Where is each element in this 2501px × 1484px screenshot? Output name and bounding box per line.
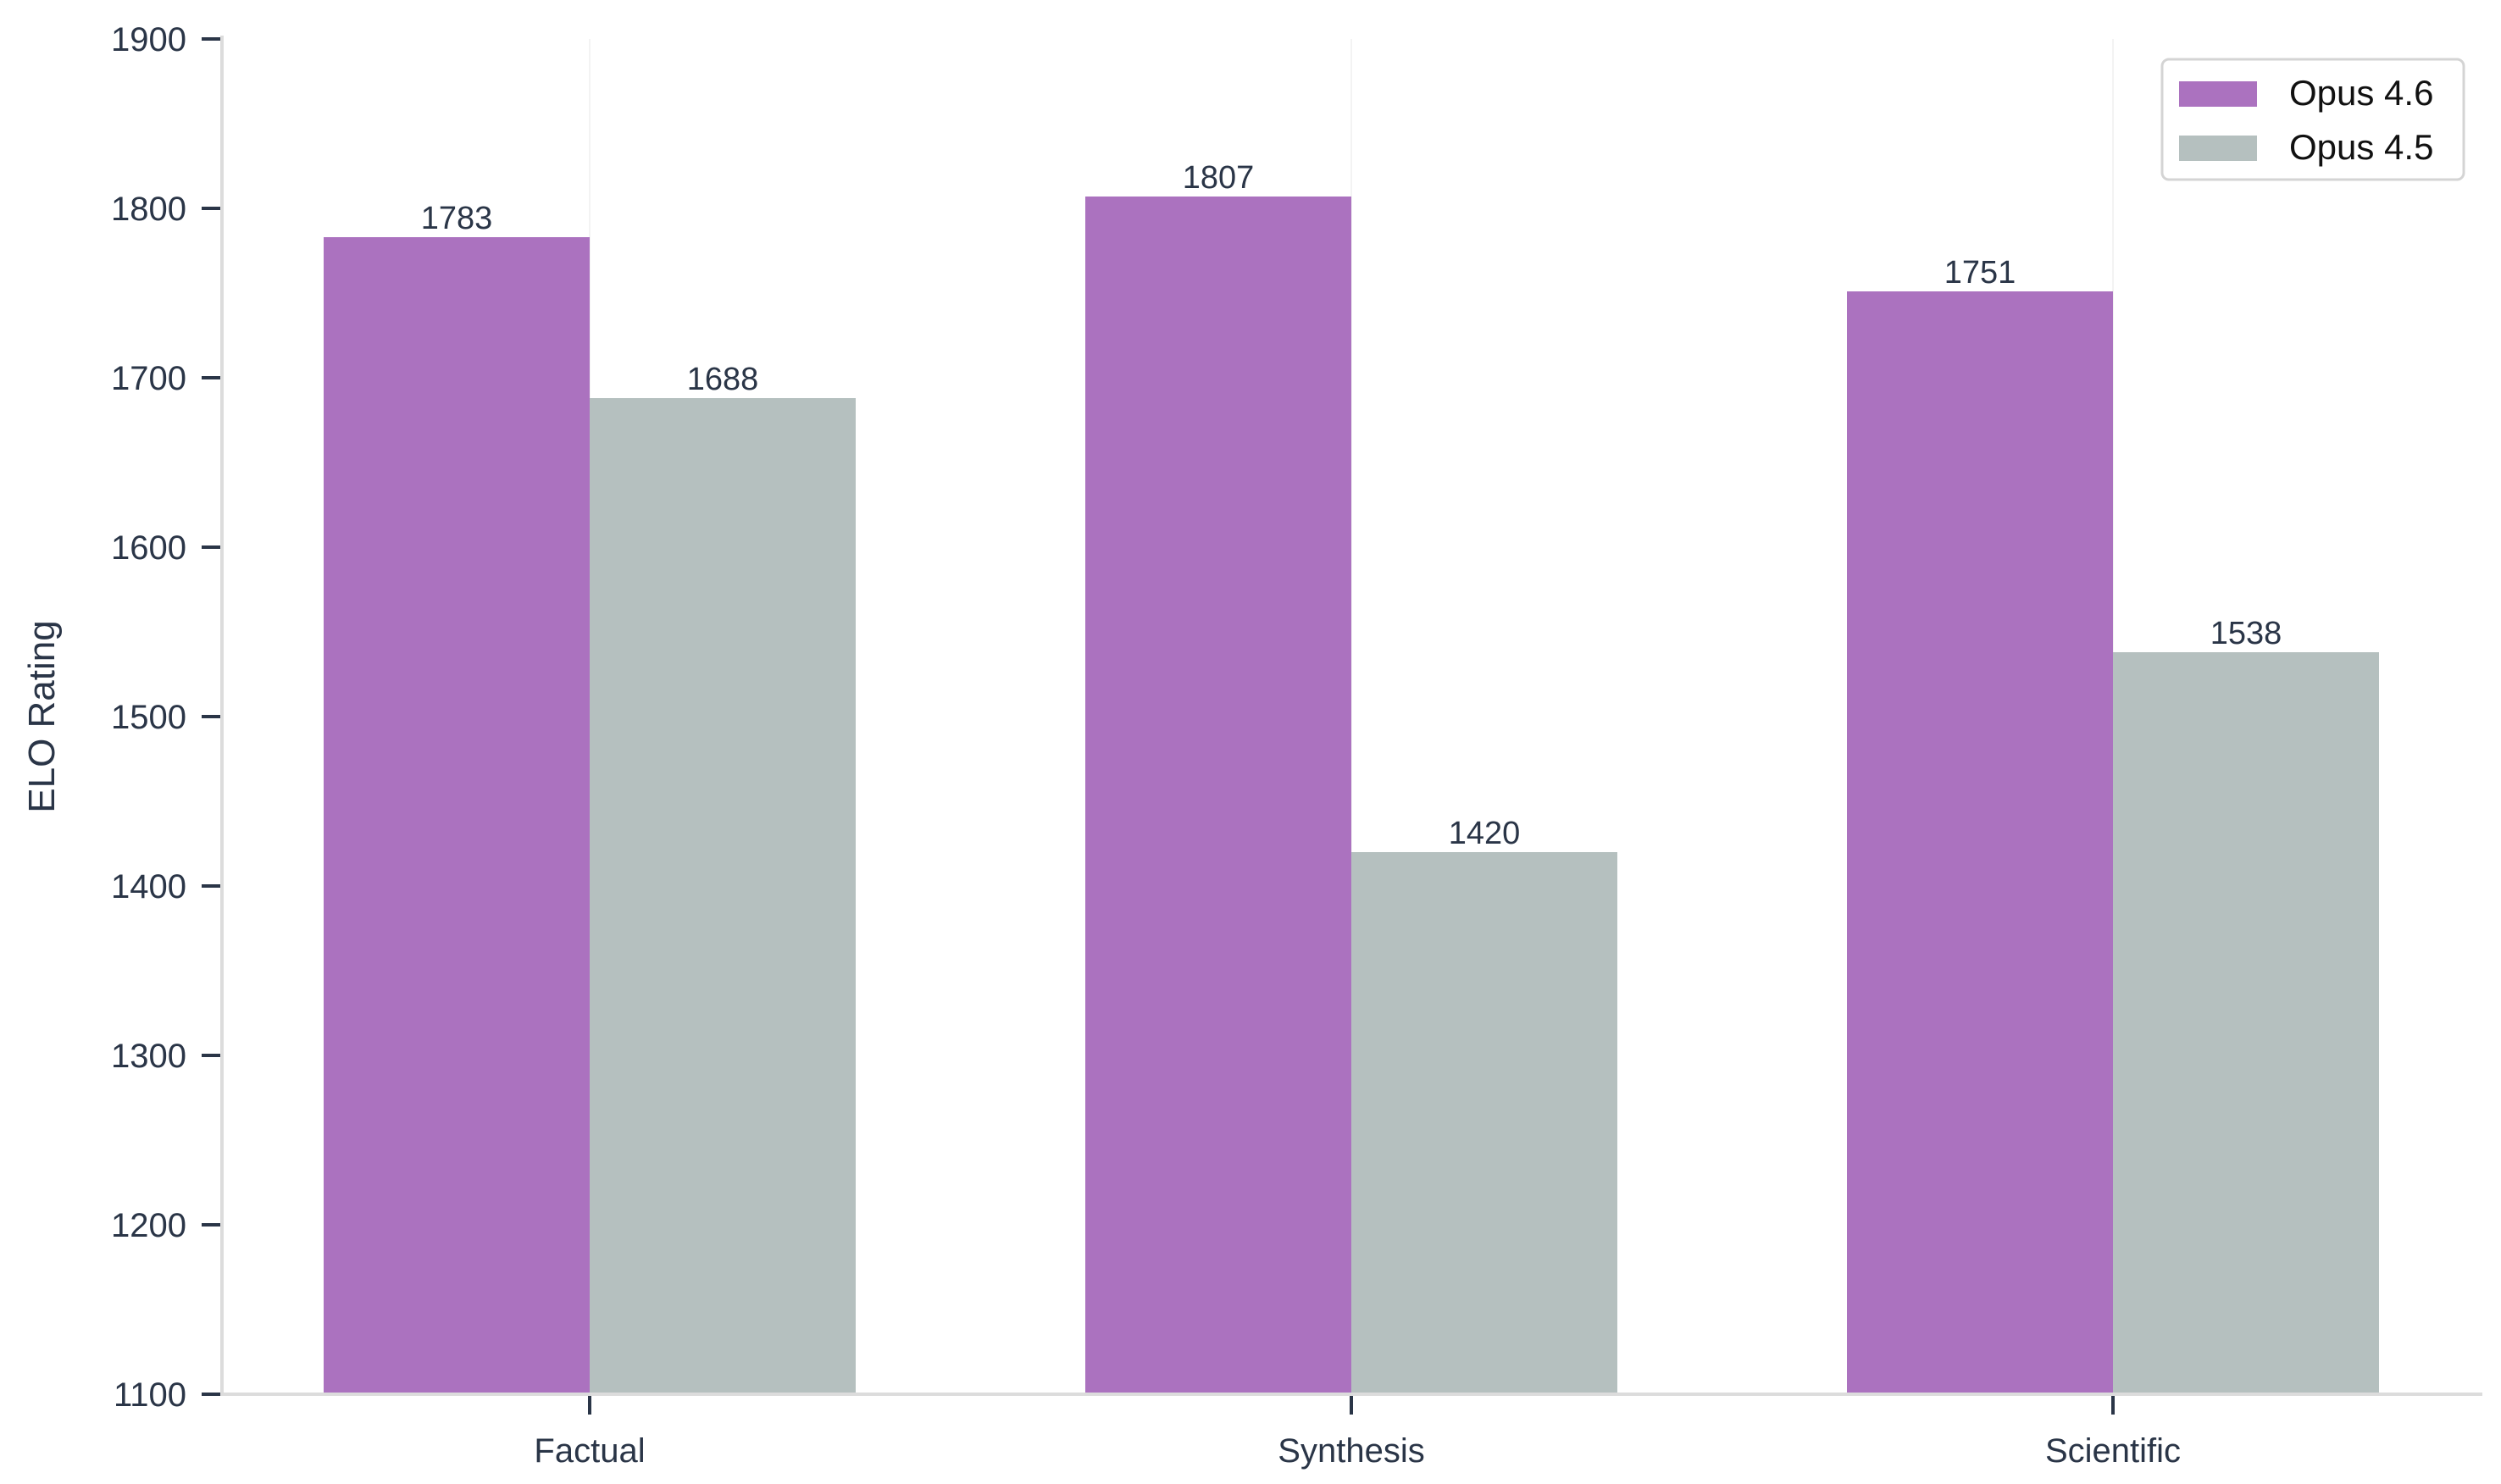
bar-opus-4-6-factual bbox=[324, 237, 590, 1394]
bars-layer bbox=[324, 197, 2379, 1394]
legend-swatch-opus-4-6 bbox=[2179, 81, 2257, 107]
y-tick-label-1300: 1300 bbox=[111, 1038, 186, 1075]
y-tick-label-1500: 1500 bbox=[111, 699, 186, 736]
y-tick-label-1700: 1700 bbox=[111, 360, 186, 397]
y-tick-label-1100: 1100 bbox=[114, 1376, 186, 1414]
y-tick-label-1400: 1400 bbox=[111, 868, 186, 905]
value-label-opus-4-5-factual: 1688 bbox=[687, 362, 759, 397]
y-tick-label-1200: 1200 bbox=[111, 1207, 186, 1244]
value-label-opus-4-6-synthesis: 1807 bbox=[1183, 160, 1255, 196]
value-label-opus-4-6-factual: 1783 bbox=[421, 201, 493, 236]
legend-label-opus-4-5: Opus 4.5 bbox=[2289, 127, 2433, 167]
bar-opus-4-5-factual bbox=[590, 398, 856, 1394]
y-tick-label-1800: 1800 bbox=[111, 191, 186, 228]
bar-opus-4-6-scientific bbox=[1847, 291, 2113, 1394]
value-label-opus-4-5-synthesis: 1420 bbox=[1449, 816, 1521, 851]
labels-layer: 1783 1807 1751 1688 1420 1538 1100 1200 1300 1400… bbox=[111, 21, 2282, 1470]
y-axis-title: ELO Rating bbox=[21, 620, 63, 812]
legend-label-opus-4-6: Opus 4.6 bbox=[2289, 73, 2433, 113]
legend-swatch-opus-4-5 bbox=[2179, 136, 2257, 161]
bar-opus-4-5-synthesis bbox=[1351, 852, 1617, 1394]
x-tick-label-factual: Factual bbox=[534, 1432, 645, 1470]
legend: Opus 4.6 Opus 4.5 bbox=[2160, 58, 2465, 181]
axes-layer bbox=[202, 36, 2482, 1415]
y-tick-label-1900: 1900 bbox=[111, 21, 186, 58]
bar-opus-4-6-synthesis bbox=[1085, 197, 1351, 1394]
value-label-opus-4-5-scientific: 1538 bbox=[2210, 616, 2282, 651]
x-tick-label-synthesis: Synthesis bbox=[1278, 1432, 1424, 1470]
value-label-opus-4-6-scientific: 1751 bbox=[1944, 255, 2016, 291]
x-tick-label-scientific: Scientific bbox=[2045, 1432, 2181, 1470]
y-tick-label-1600: 1600 bbox=[111, 529, 186, 567]
bar-opus-4-5-scientific bbox=[2113, 652, 2379, 1394]
